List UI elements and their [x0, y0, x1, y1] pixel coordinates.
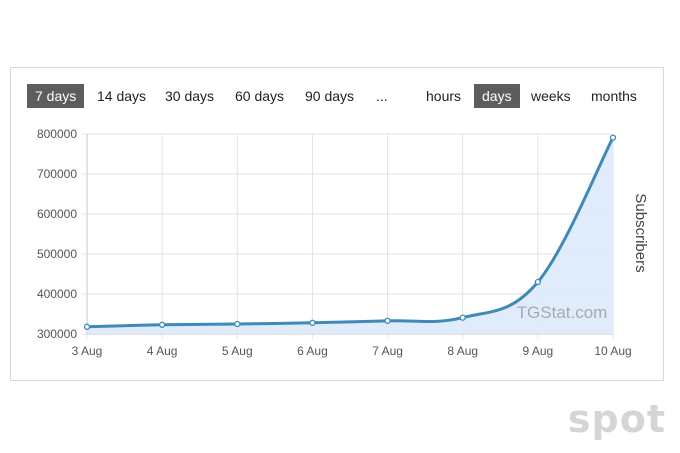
area-fill — [87, 137, 613, 334]
data-points — [83, 134, 617, 330]
y-tick-label: 300000 — [37, 327, 77, 341]
period-button-1[interactable]: 14 days — [97, 88, 147, 104]
x-tick-label: 7 Aug — [372, 344, 403, 358]
period-button-0[interactable]: 7 days — [27, 84, 85, 108]
y-axis-ticks: 300000 400000 500000 600000 700000 800000 — [37, 127, 77, 341]
data-point[interactable] — [609, 134, 617, 141]
x-tick-label: 3 Aug — [72, 344, 103, 358]
granularity-button-2[interactable]: weeks — [531, 88, 571, 104]
y-axis-label: Subscribers — [632, 193, 649, 272]
granularity-button-3[interactable]: months — [591, 88, 637, 104]
period-button-2[interactable]: 30 days — [165, 88, 215, 104]
y-tick-label: 600000 — [37, 207, 77, 221]
data-point[interactable] — [158, 321, 166, 328]
x-tick-label: 8 Aug — [447, 344, 478, 358]
data-point[interactable] — [384, 317, 391, 324]
x-tick-label: 5 Aug — [222, 344, 253, 358]
x-tick-label: 4 Aug — [147, 344, 178, 358]
watermark: TGStat.com — [517, 303, 608, 322]
series-line — [86, 136, 615, 329]
granularity-button-0[interactable]: hours — [426, 88, 462, 104]
x-axis-ticks: 3 Aug 4 Aug 5 Aug 6 Aug 7 Aug 8 Aug 9 Aug 10 Au… — [72, 344, 632, 358]
period-button-4[interactable]: 90 days — [305, 88, 355, 104]
x-tick-label: 6 Aug — [297, 344, 328, 358]
period-button-5[interactable]: ... — [376, 88, 388, 104]
x-tick-label: 9 Aug — [523, 344, 554, 358]
data-point[interactable] — [309, 319, 316, 326]
brand-logo: spot — [567, 397, 666, 441]
y-tick-label: 400000 — [37, 287, 77, 301]
y-tick-label: 500000 — [37, 247, 77, 261]
data-point[interactable] — [534, 278, 542, 286]
period-button-3[interactable]: 60 days — [235, 88, 285, 104]
y-tick-label: 700000 — [37, 167, 77, 181]
y-tick-label: 800000 — [37, 127, 77, 141]
granularity-button-1[interactable]: days — [474, 84, 520, 108]
x-tick-label: 10 Aug — [594, 344, 631, 358]
data-point[interactable] — [83, 323, 91, 330]
data-point[interactable] — [459, 314, 466, 321]
data-point[interactable] — [234, 320, 241, 328]
